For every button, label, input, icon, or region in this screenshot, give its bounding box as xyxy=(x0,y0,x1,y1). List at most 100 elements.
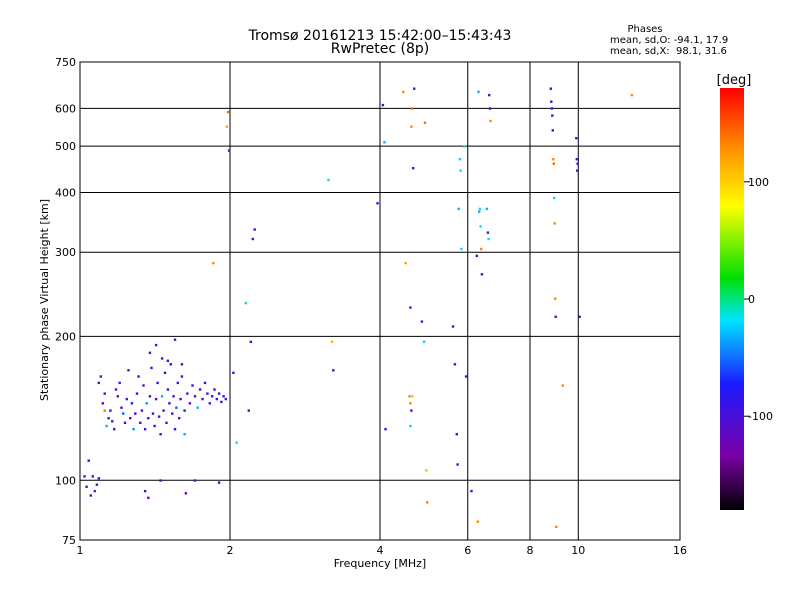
x-axis: 1 2 4 6 8 10 16 xyxy=(77,544,688,557)
data-point xyxy=(91,475,94,478)
data-point xyxy=(575,158,578,161)
x-tick-label: 8 xyxy=(527,544,534,557)
data-point xyxy=(220,400,223,404)
data-point xyxy=(145,402,148,405)
data-point xyxy=(410,409,413,412)
data-point xyxy=(409,306,412,309)
grid-lines xyxy=(80,62,680,540)
data-point xyxy=(97,381,100,385)
data-point xyxy=(132,428,135,431)
data-point xyxy=(160,357,164,360)
data-point xyxy=(116,395,119,398)
data-point xyxy=(553,222,556,225)
data-point xyxy=(463,145,466,148)
data-point xyxy=(103,392,106,395)
data-point xyxy=(423,121,427,124)
data-point xyxy=(139,421,142,424)
y-tick-label: 300 xyxy=(55,246,76,259)
data-point xyxy=(180,375,184,378)
data-point xyxy=(89,494,92,497)
data-point xyxy=(176,381,179,385)
data-point xyxy=(459,169,462,172)
data-point xyxy=(555,525,558,528)
x-tick-label: 6 xyxy=(464,544,471,557)
data-point xyxy=(87,459,90,462)
data-point xyxy=(162,409,165,412)
data-point xyxy=(203,381,207,385)
data-point xyxy=(487,237,490,241)
data-point xyxy=(330,340,334,343)
data-point xyxy=(206,392,209,395)
colorbar-label: [deg] xyxy=(717,73,752,88)
data-point xyxy=(148,395,152,398)
chart-subtitle: RwPretec (8p) xyxy=(331,41,429,57)
data-point xyxy=(453,363,457,366)
data-point xyxy=(578,315,581,318)
data-point xyxy=(552,162,555,165)
data-point xyxy=(211,395,214,398)
data-point xyxy=(384,428,387,431)
data-point xyxy=(134,412,137,415)
data-point xyxy=(489,119,492,123)
data-point xyxy=(457,207,460,211)
data-point xyxy=(130,402,134,405)
data-point xyxy=(180,363,184,366)
data-point xyxy=(464,375,468,378)
data-point xyxy=(476,520,479,523)
data-point xyxy=(576,162,579,165)
x-tick-label: 2 xyxy=(227,544,234,557)
data-point xyxy=(404,261,407,265)
data-point xyxy=(411,107,414,110)
data-point xyxy=(402,90,405,94)
data-point xyxy=(630,93,634,97)
data-point xyxy=(172,395,175,398)
data-point xyxy=(425,469,428,472)
data-point xyxy=(486,231,490,234)
x-tick-label: 16 xyxy=(673,544,687,557)
data-point xyxy=(420,320,424,323)
data-point xyxy=(485,207,489,211)
data-point xyxy=(478,210,481,213)
data-point xyxy=(99,375,102,378)
data-point xyxy=(488,107,492,110)
data-point xyxy=(411,395,414,398)
stats-heading: Phases xyxy=(627,24,662,35)
x-axis-label: Frequency [MHz] xyxy=(334,557,426,570)
data-point xyxy=(154,343,158,347)
data-point xyxy=(213,388,216,391)
data-point xyxy=(113,428,116,431)
data-point xyxy=(184,492,188,495)
data-point xyxy=(120,406,123,409)
data-point xyxy=(550,100,553,103)
plot-frame xyxy=(79,61,681,541)
data-point xyxy=(105,424,108,428)
data-point xyxy=(217,392,221,395)
data-point xyxy=(227,149,231,152)
data-point xyxy=(142,384,145,387)
data-point xyxy=(147,417,150,420)
data-point xyxy=(160,395,164,398)
data-point xyxy=(83,475,86,478)
data-point xyxy=(179,397,182,401)
data-point xyxy=(460,247,463,251)
data-point xyxy=(253,228,256,231)
data-point xyxy=(232,371,235,374)
data-point xyxy=(93,489,96,493)
chart-title: Tromsø 20161213 15:42:00–15:43:43 xyxy=(248,28,512,44)
data-point xyxy=(183,433,186,436)
data-point xyxy=(154,397,158,401)
stats-o-line: mean, sd,O: -94.1, 17.9 xyxy=(610,35,728,46)
data-point xyxy=(554,297,557,300)
colorbar-tick-label: -100 xyxy=(748,410,773,423)
data-point xyxy=(198,388,202,391)
data-point xyxy=(166,359,170,362)
data-point xyxy=(226,110,230,114)
data-point xyxy=(175,406,178,409)
data-point xyxy=(159,433,162,436)
data-point xyxy=(169,363,172,366)
data-point xyxy=(381,103,385,107)
data-point xyxy=(95,483,99,486)
data-point xyxy=(196,406,199,409)
colorbar-tick-label: 0 xyxy=(748,293,755,306)
